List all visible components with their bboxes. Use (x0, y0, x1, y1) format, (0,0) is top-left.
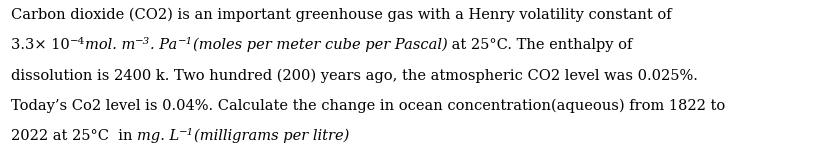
Text: dissolution is 2400 k. Two hundred (200) years ago, the atmospheric CO2 level wa: dissolution is 2400 k. Two hundred (200)… (11, 68, 698, 83)
Text: mg. L: mg. L (137, 129, 179, 143)
Text: −1: −1 (178, 37, 193, 46)
Text: Today’s Co2 level is 0.04%. Calculate the change in ocean concentration(aqueous): Today’s Co2 level is 0.04%. Calculate th… (11, 99, 725, 113)
Text: −3: −3 (135, 37, 151, 46)
Text: Carbon dioxide (CO2) is an important greenhouse gas with a Henry volatility cons: Carbon dioxide (CO2) is an important gre… (11, 7, 672, 22)
Text: 3.3× 10: 3.3× 10 (11, 38, 69, 52)
Text: at 25°C. The enthalpy of: at 25°C. The enthalpy of (447, 38, 633, 52)
Text: −4: −4 (69, 37, 84, 46)
Text: . Pa: . Pa (151, 38, 178, 52)
Text: (moles per meter cube per Pascal): (moles per meter cube per Pascal) (193, 38, 447, 52)
Text: mol. m: mol. m (84, 38, 135, 52)
Text: 2022 at 25°C  in: 2022 at 25°C in (11, 129, 137, 143)
Text: −1: −1 (179, 128, 194, 137)
Text: (milligrams per litre): (milligrams per litre) (194, 129, 350, 143)
